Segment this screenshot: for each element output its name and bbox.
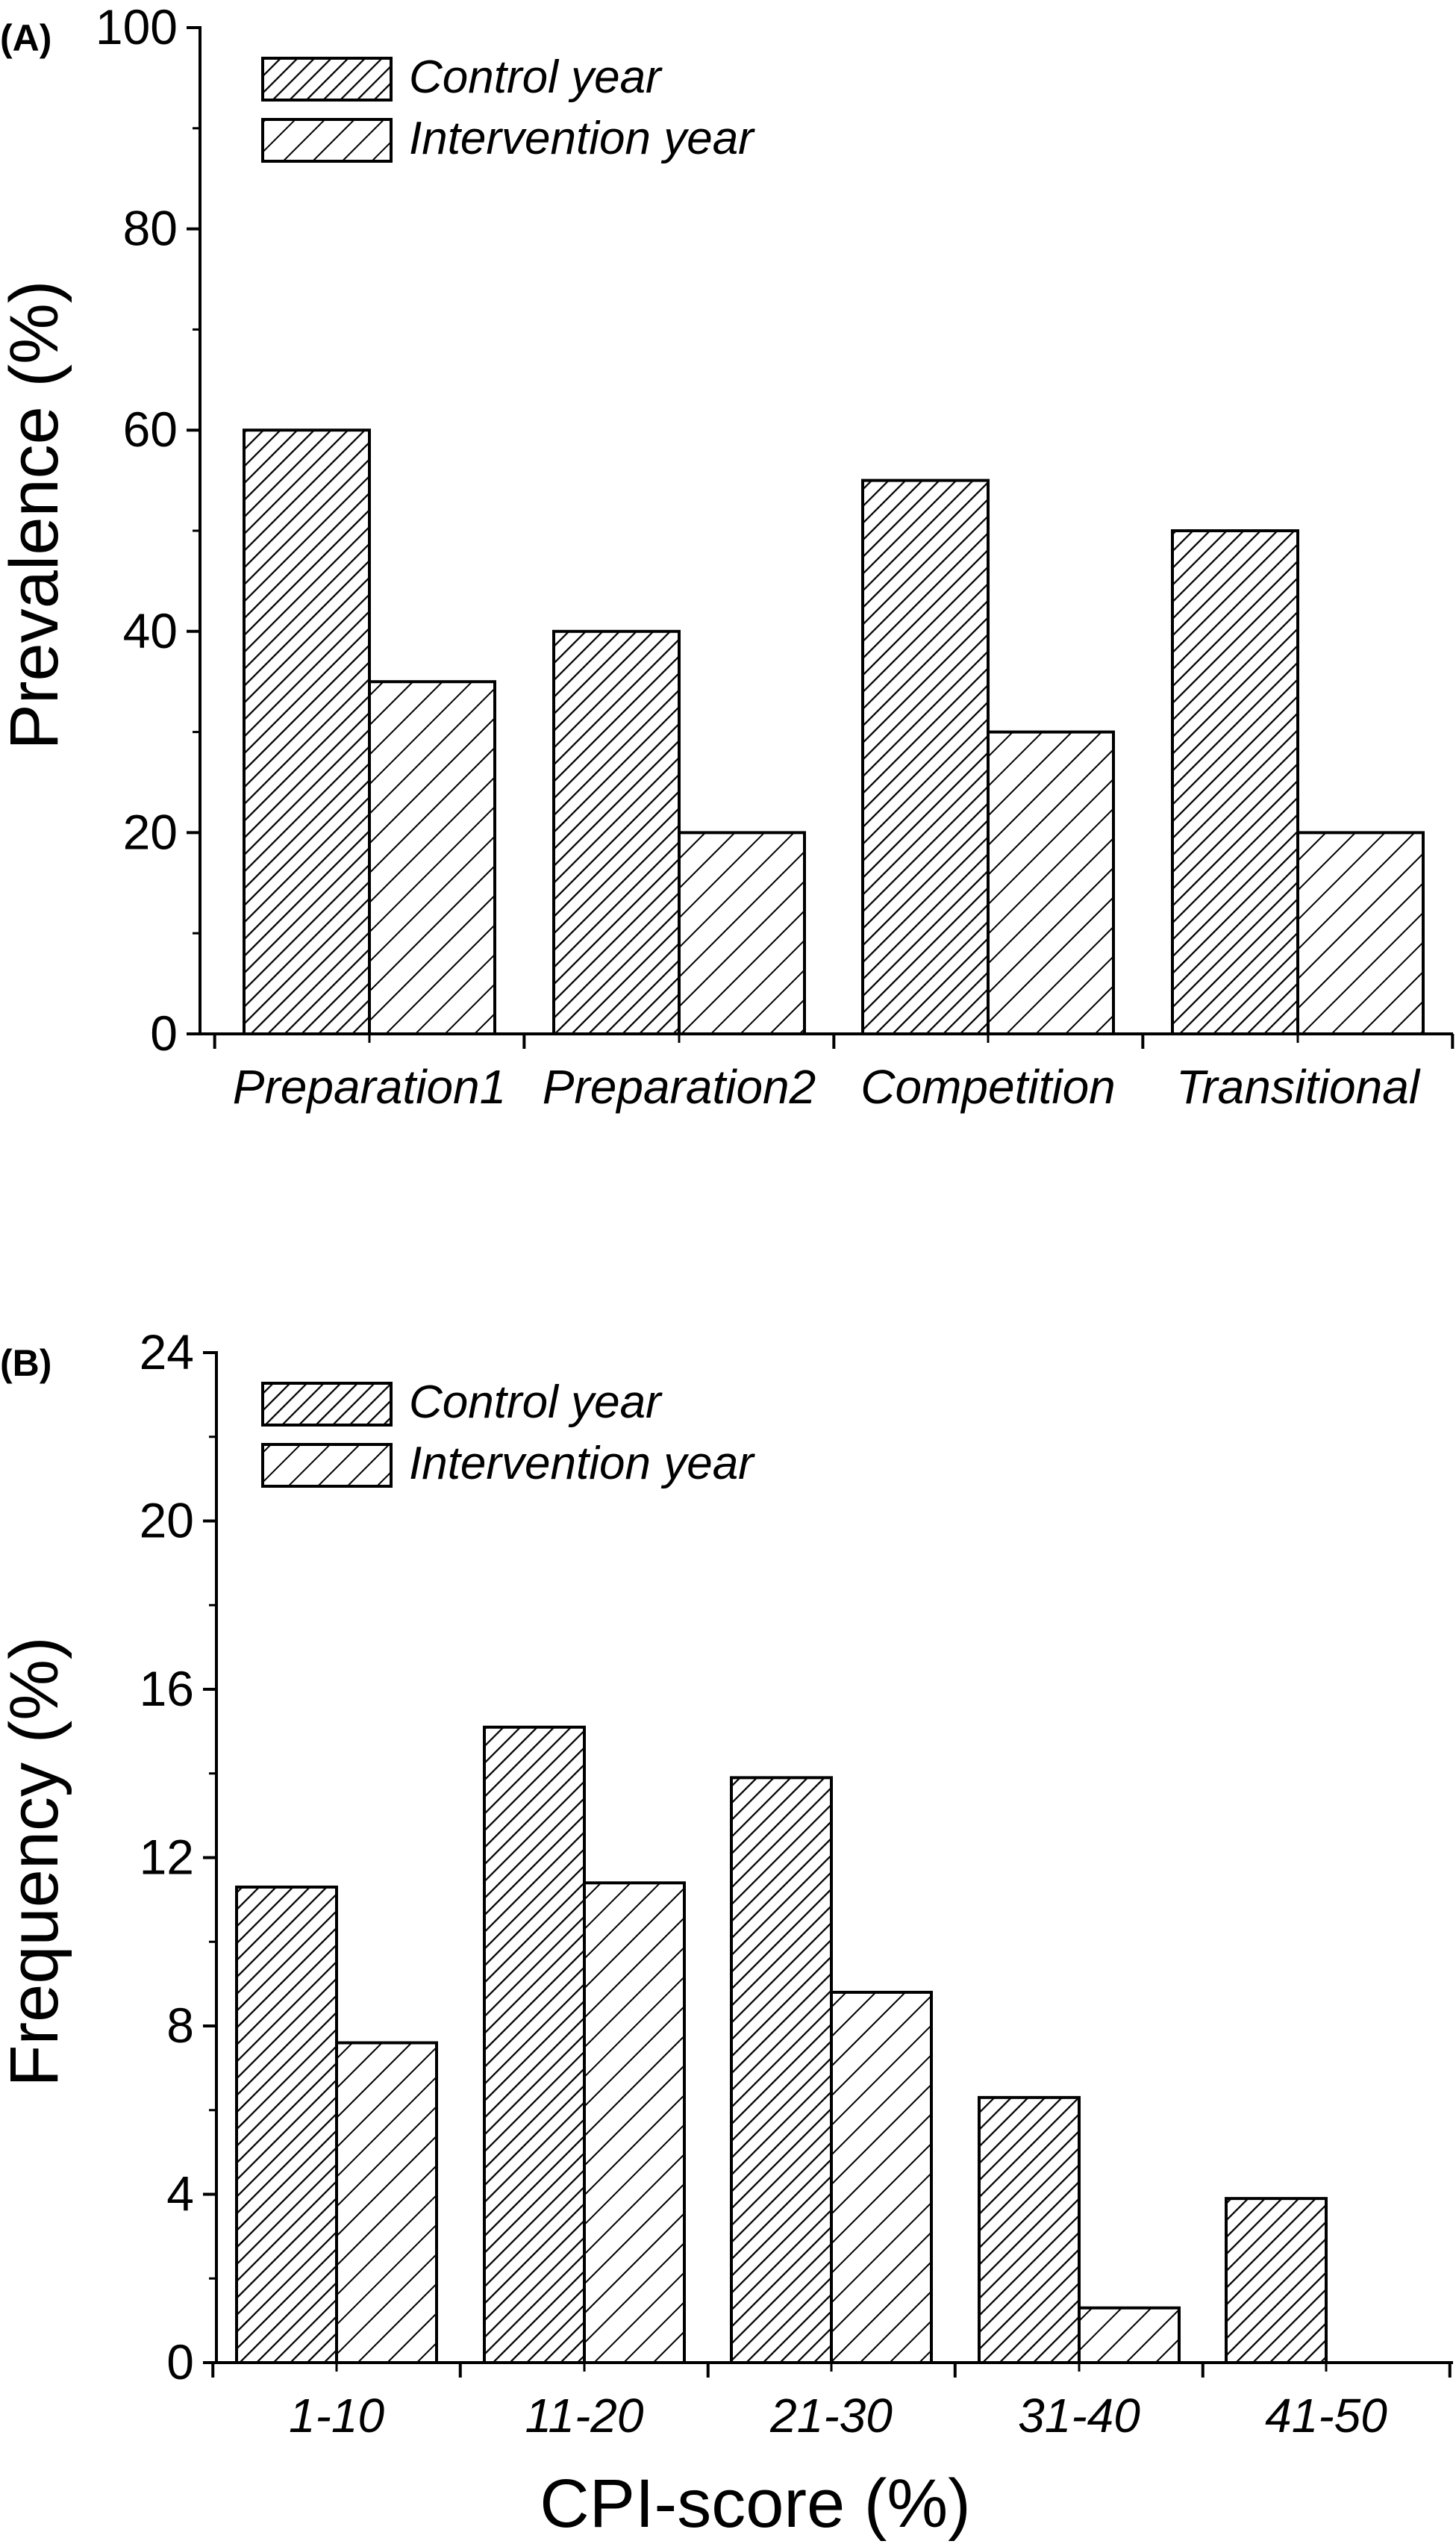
panel-b-bar-intervention-3 <box>830 1990 933 2364</box>
panel-a-legend-swatch-intervention <box>261 118 393 163</box>
panel-b-bar-intervention-1 <box>335 2041 438 2365</box>
panel-b-bar-control-4 <box>978 2095 1081 2364</box>
panel-a-bar-intervention-2 <box>678 831 806 1036</box>
panel-b-category-label: 31-40 <box>1018 2389 1140 2442</box>
panel-a-label: (A) <box>0 17 51 59</box>
panel-b-y-tick-label: 12 <box>140 1830 194 1885</box>
panel-a-y-tick-label: 40 <box>123 603 178 658</box>
panel-b-legend-label-control: Control year <box>409 1377 663 1428</box>
panel-a-y-tick-label: 0 <box>150 1006 178 1061</box>
panel-a-bar-intervention-4 <box>1296 831 1425 1036</box>
panel-b-x-axis-label: CPI-score (%) <box>540 2466 971 2542</box>
panel-a-category-label: Preparation1 <box>233 1060 506 1114</box>
panel-b-y-tick-label: 8 <box>166 1998 194 2053</box>
panel-a-bar-intervention-1 <box>368 680 496 1035</box>
panel-a-bar-control-1 <box>243 428 371 1035</box>
panel-a-bar-control-3 <box>861 478 990 1035</box>
panel-b-y-tick-label: 0 <box>166 2334 194 2389</box>
panel-a-bar-control-4 <box>1171 529 1299 1035</box>
panel-b-legend-swatch-intervention <box>261 1443 393 1488</box>
panel-a-legend-swatch-control <box>261 57 393 102</box>
panel-a-y-tick-label: 60 <box>123 402 178 457</box>
panel-b-bar-control-2 <box>483 1725 586 2365</box>
panel-b-bar-intervention-4 <box>1078 2306 1181 2364</box>
panel-a-legend-label-intervention: Intervention year <box>409 113 755 164</box>
panel-b-y-tick-label: 4 <box>166 2166 194 2222</box>
panel-b-bar-control-5 <box>1225 2197 1328 2364</box>
panel-b-category-label: 21-30 <box>769 2389 893 2442</box>
panel-b-category-label: 11-20 <box>525 2389 644 2442</box>
panel-b-category-label: 41-50 <box>1265 2389 1387 2442</box>
panel-a-y-tick-label: 80 <box>123 201 178 256</box>
panel-b-legend-label-intervention: Intervention year <box>409 1438 755 1489</box>
panel-b-category-label: 1-10 <box>289 2389 385 2442</box>
panel-b-bar-control-1 <box>235 1885 338 2364</box>
panel-a-category-label: Preparation2 <box>543 1060 816 1114</box>
panel-b-legend-swatch-control <box>261 1382 393 1427</box>
panel-b-label: (B) <box>0 1342 51 1384</box>
panel-a-legend-label-control: Control year <box>409 52 663 103</box>
panel-a-y-axis-label: Prevalence (%) <box>0 281 72 750</box>
panel-a-category-label: Transitional <box>1176 1060 1421 1114</box>
panel-b-y-tick-label: 24 <box>140 1324 194 1380</box>
panel-b-bar-intervention-2 <box>583 1881 686 2364</box>
panel-a-category-label: Competition <box>860 1060 1116 1114</box>
panel-a-y-tick-label: 100 <box>96 0 178 54</box>
chart-panel-a: (A) Prevalence (%) 0 20 40 60 80 100 Preparat… <box>0 0 1455 1114</box>
panel-b-y-axis-label: Frequency (%) <box>0 1636 72 2086</box>
panel-a-bar-intervention-3 <box>987 730 1115 1035</box>
panel-b-y-tick-label: 16 <box>140 1661 194 1716</box>
panel-a-bar-control-2 <box>552 629 681 1035</box>
panel-a-y-tick-label: 20 <box>123 804 178 859</box>
panel-b-bar-control-3 <box>730 1776 833 2364</box>
chart-panel-b: (B) Frequency (%) CPI-score (%) 0 4 8 12 16 2… <box>0 1324 1453 2542</box>
panel-b-y-tick-label: 20 <box>140 1493 194 1548</box>
